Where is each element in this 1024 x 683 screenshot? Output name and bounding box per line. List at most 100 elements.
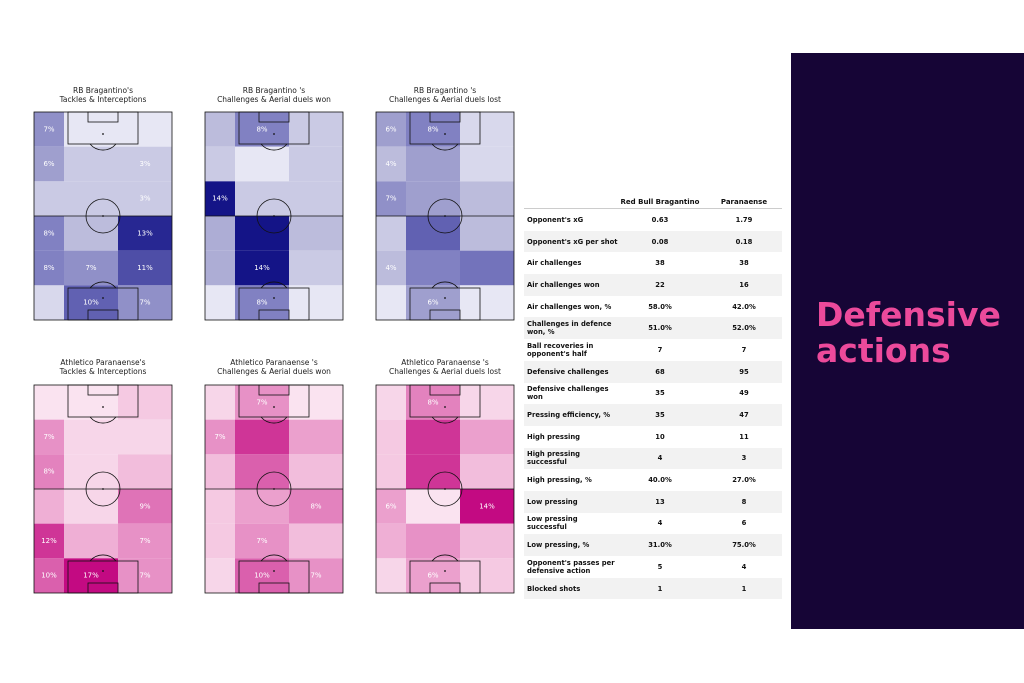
- heatmap-cell-label: 7%: [139, 299, 150, 307]
- table-row: Opponent's passes per defensive action 5 4: [524, 556, 782, 578]
- stat-label: Opponent's passes per defensive action: [527, 558, 615, 575]
- heatmap-cell: [376, 112, 406, 147]
- heatmap-cell-label: 6%: [385, 502, 396, 510]
- stat-label: Ball recoveries in opponent's half: [527, 341, 594, 358]
- heatmap-cell: [34, 216, 64, 251]
- heatmap-cell-label: 7%: [256, 537, 267, 545]
- stat-value-team-2: 42.0%: [732, 302, 756, 311]
- pitch-marking: [429, 384, 461, 396]
- heatmap-cell: [376, 250, 406, 286]
- pitch-marking: [444, 570, 446, 572]
- heatmap-cell: [34, 454, 64, 489]
- pitch-marking: [429, 582, 461, 594]
- heatmap-cell-label: 3%: [139, 160, 150, 168]
- heatmap-cell: [406, 216, 460, 251]
- heatmap-cell: [406, 523, 460, 559]
- stat-value-team-1: 35: [655, 411, 665, 420]
- stat-value-team-2: 16: [739, 280, 749, 289]
- heatmap-cell-label: 4%: [385, 264, 396, 272]
- pitch-marking: [273, 297, 275, 299]
- stat-value-team-1: 4: [657, 519, 663, 528]
- pitch-marking: [102, 488, 104, 490]
- stat-value-team-1: 38: [655, 259, 665, 268]
- stat-label: High pressing successful: [527, 450, 581, 467]
- heatmap-cell: [118, 419, 172, 455]
- heatmap-cell: [289, 181, 343, 216]
- table-row: Defensive challenges 68 95: [524, 360, 782, 383]
- heatmap-cell: [235, 523, 289, 559]
- table-row: Pressing efficiency, % 35 47: [524, 404, 782, 426]
- stat-label: Defensive challenges: [527, 367, 609, 376]
- table-row: Low pressing 13 8: [524, 490, 782, 513]
- pitch-marking: [258, 309, 290, 321]
- heatmap-cell: [460, 523, 514, 559]
- heatmap-cell: [406, 489, 460, 524]
- stat-value-team-1: 68: [655, 367, 665, 376]
- heatmap-cell: [64, 285, 118, 320]
- heatmap-cell: [64, 181, 118, 216]
- stat-value-team-1: 1: [657, 584, 663, 593]
- heatmap-cell: [376, 489, 406, 524]
- heatmap-cell: [34, 181, 64, 216]
- stat-value-team-2: 1.79: [735, 215, 753, 224]
- heatmap-cell-label: 8%: [43, 229, 54, 237]
- heatmap-cell-label: 4%: [385, 160, 396, 168]
- heatmap-cell: [118, 489, 172, 524]
- panel-title-line-1: Defensive: [816, 295, 1001, 334]
- heatmap-cell-label: 8%: [427, 125, 438, 133]
- heatmap-cell: [289, 385, 343, 420]
- pitch-marking: [87, 582, 119, 594]
- pitch-marking: [260, 554, 288, 562]
- heatmap-cell: [235, 250, 289, 286]
- pitch-title: Athletico Paranaense's Tackles & Interce…: [59, 358, 147, 376]
- heatmap-cell: [118, 216, 172, 251]
- heatmap-cell: [205, 112, 235, 147]
- pitch-marking: [444, 406, 446, 408]
- heatmap-cell: [376, 523, 406, 559]
- heatmap-cell: [34, 489, 64, 524]
- heatmap-cell: [64, 454, 118, 489]
- heatmap-cell-label: 11%: [137, 264, 153, 272]
- pitch-marking: [102, 297, 104, 299]
- heatmap-cell-label: 10%: [41, 572, 57, 580]
- stat-value-team-1: 4: [657, 454, 663, 463]
- pitch-marking: [427, 471, 463, 507]
- heatmap-cell: [235, 489, 289, 524]
- pitch-marking: [431, 416, 459, 424]
- heatmap-cell: [289, 285, 343, 320]
- heatmap-cell: [376, 216, 406, 251]
- heatmap-cell: [289, 454, 343, 489]
- pitch-marking: [429, 111, 461, 123]
- heatmap-cell: [460, 146, 514, 182]
- heatmap-cell: [205, 558, 235, 593]
- heatmap-cell-label: 14%: [479, 502, 495, 510]
- stat-value-team-2: 47: [739, 411, 749, 420]
- stat-value-team-1: 35: [655, 389, 665, 398]
- pitch-marking: [273, 406, 275, 408]
- heatmap-cell: [235, 146, 289, 182]
- stat-value-team-2: 38: [739, 259, 749, 268]
- heatmap-cell: [289, 419, 343, 455]
- pitch-marking: [431, 554, 459, 562]
- pitch-marking: [260, 416, 288, 424]
- pitch-marking: [273, 133, 275, 135]
- heatmap-cell: [64, 385, 118, 420]
- heatmap-cell: [460, 250, 514, 286]
- heatmap-cell: [64, 216, 118, 251]
- stat-value-team-1: 40.0%: [648, 476, 672, 485]
- column-header-team-1: Red Bull Bragantino: [620, 198, 700, 206]
- heatmap-cell: [118, 454, 172, 489]
- heatmap-cell-label: 8%: [43, 468, 54, 476]
- heatmap-cell: [64, 146, 118, 182]
- stat-label: Opponent's xG: [527, 215, 584, 224]
- heatmap-cell-label: 8%: [310, 502, 321, 510]
- table-row: Air challenges won 22 16: [524, 274, 782, 296]
- heatmap-cell: [376, 385, 406, 420]
- heatmap-cell: [289, 112, 343, 147]
- stats-table-header: Red Bull Bragantino Paranaense: [524, 196, 782, 209]
- pitch-heatmap: 8% 14% 14% 8%: [204, 111, 344, 321]
- heatmap-cell: [235, 112, 289, 147]
- stat-value-team-2: 8: [741, 497, 747, 506]
- heatmap-cell: [376, 146, 406, 182]
- heatmap-cell: [64, 112, 118, 147]
